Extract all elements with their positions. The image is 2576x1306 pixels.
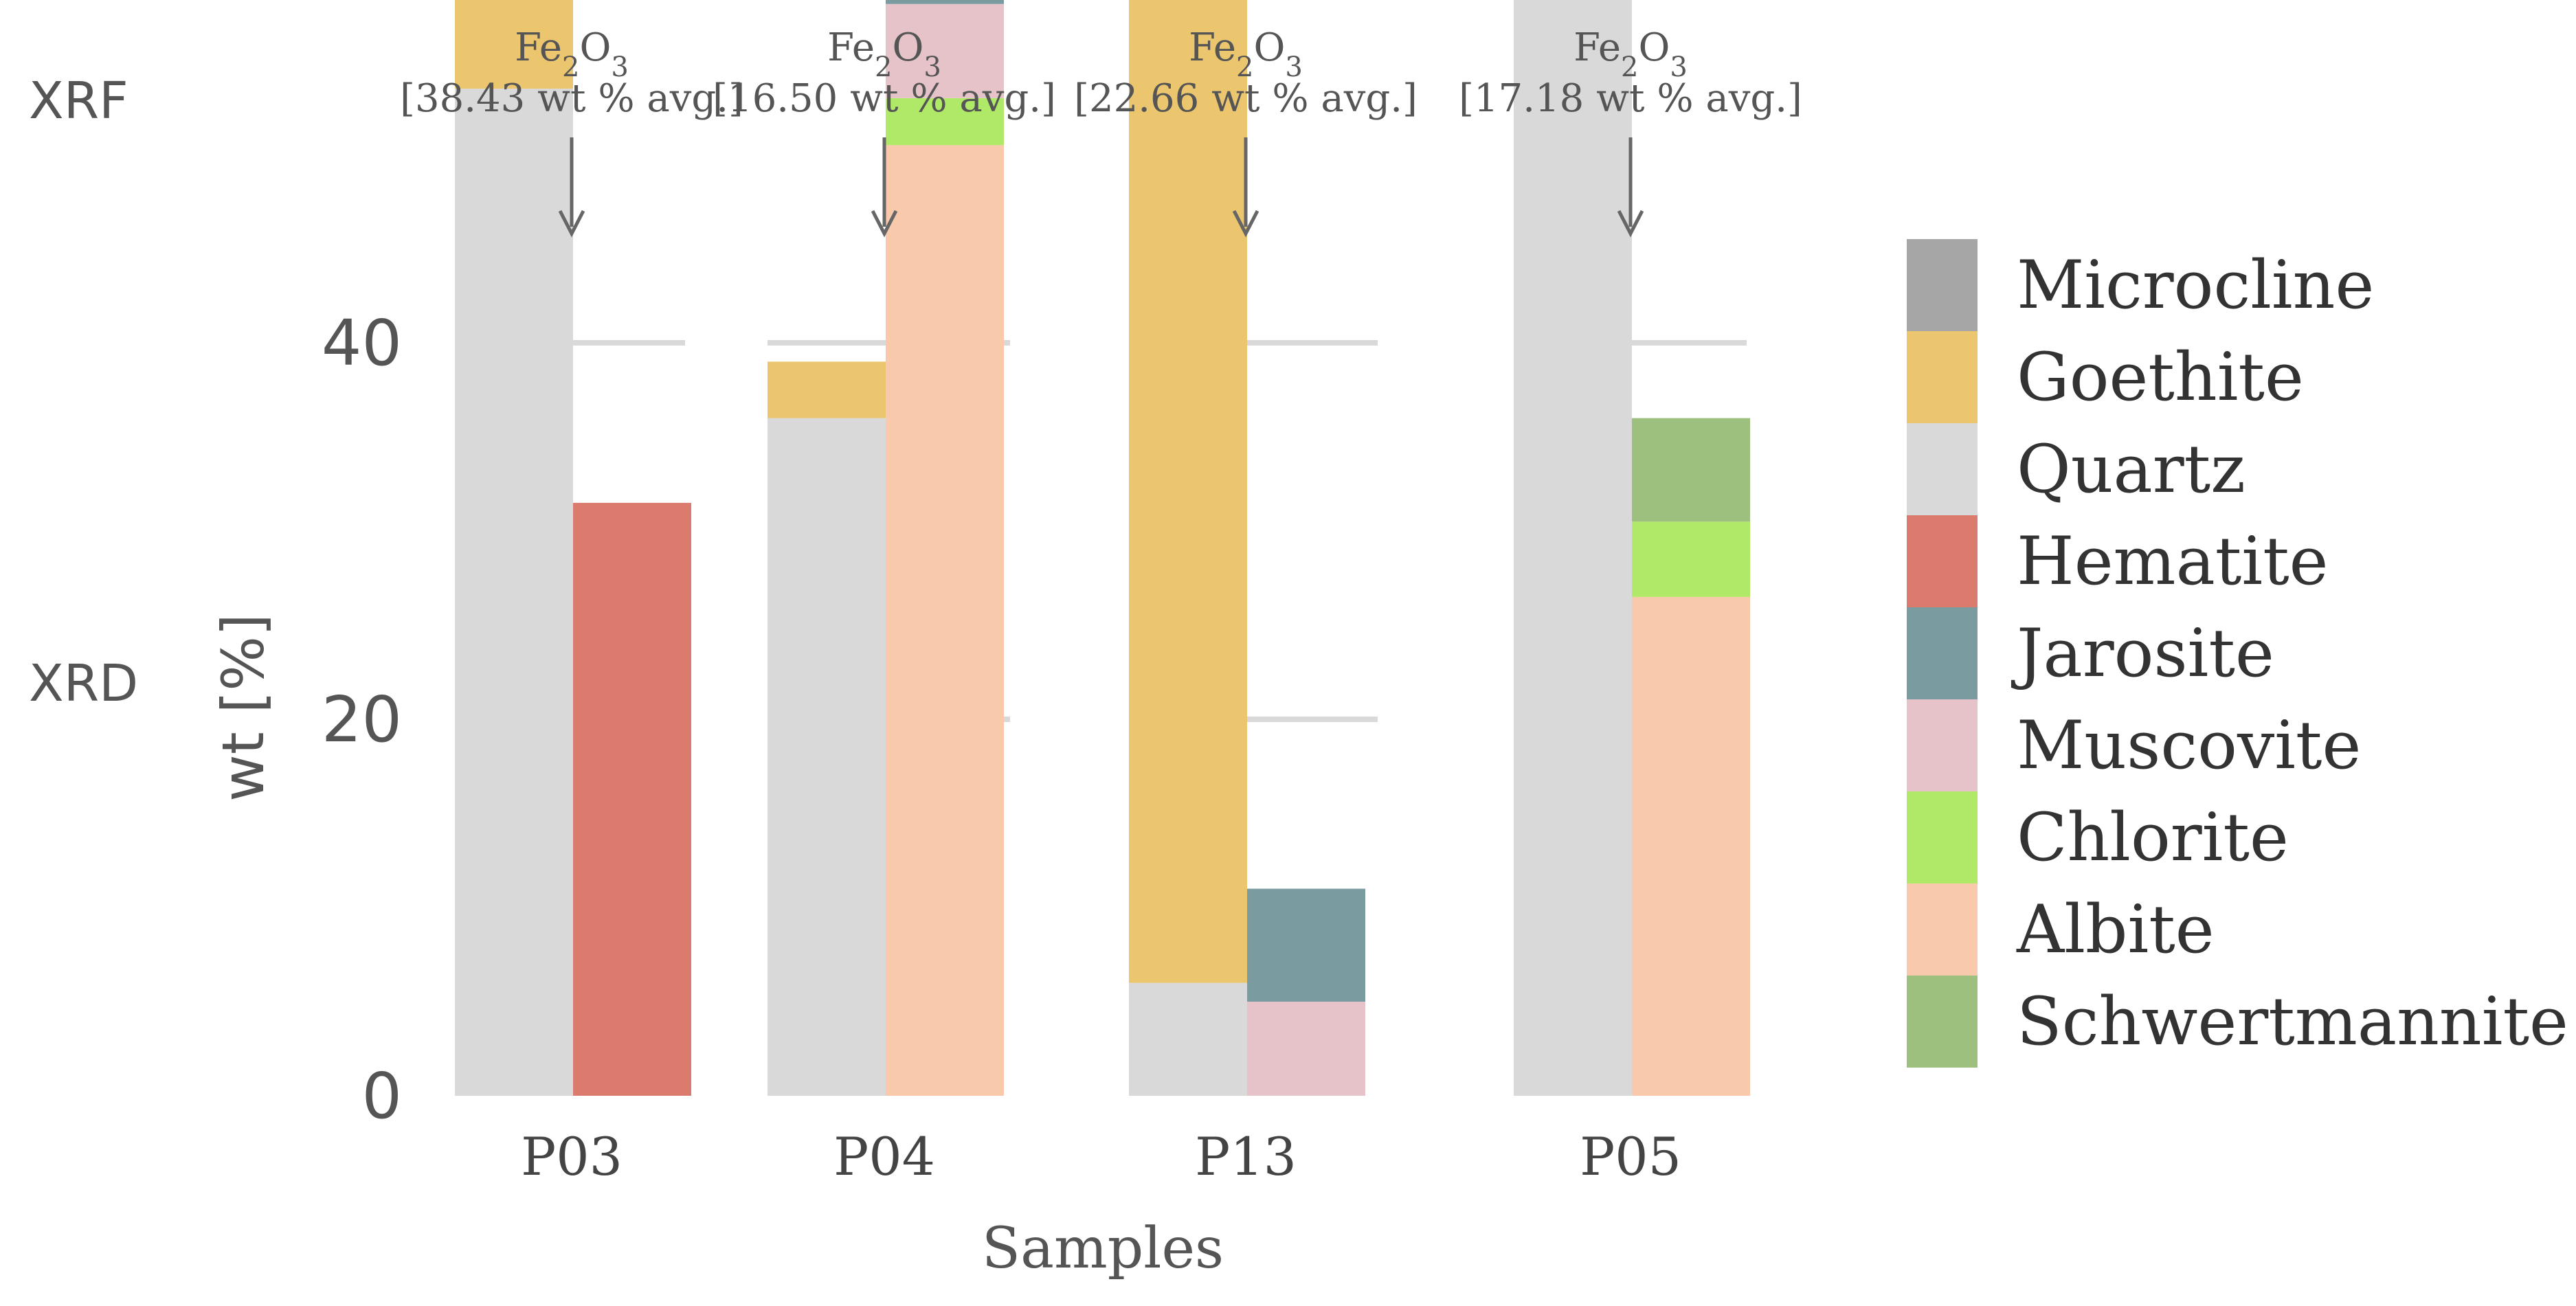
y-tick-label-60: 60 [322,0,402,3]
xrf-value-p03: [38.43 wt % avg.] [400,76,743,121]
legend-swatch-schwertmannite [1907,976,1978,1068]
bar-p05-right-schwertmannite [1632,418,1750,522]
y-axis-title: wt [%] [210,613,277,802]
sample-label-p03: P03 [521,1126,623,1187]
xrf-arrowhead-p13 [1232,210,1259,238]
xrf-value-p05: [17.18 wt % avg.] [1459,76,1802,121]
bar-p03-left-quartz [455,89,573,1096]
xrd-side-label: XRD [29,654,138,713]
sample-label-p13: P13 [1195,1126,1297,1187]
y-tick-label-20: 20 [322,683,402,756]
legend-label-muscovite: Muscovite [2017,707,2361,784]
bar-p04-right-muscovite [886,3,1004,98]
xrf-formula-p03: Fe2O3 [515,25,629,83]
xrf-formula-p04: Fe2O3 [827,25,941,83]
legend: Microcline Goethite Quartz Hematite Jarosite… [1907,239,2568,1068]
legend-label-chlorite: Chlorite [2017,799,2289,876]
xrf-value-p13: [22.66 wt % avg.] [1074,76,1418,121]
xrf-annotations: Fe2O3[38.43 wt % avg.]Fe2O3[16.50 wt % a… [400,25,1802,238]
legend-swatch-jarosite [1907,607,1978,699]
y-tick-label-40: 40 [322,306,402,380]
bar-p03-left-goethite [455,0,573,89]
bar-p05-right-chlorite [1632,521,1750,597]
bar-p04-left-quartz [768,418,886,1096]
legend-label-quartz: Quartz [2017,431,2245,508]
xrf-arrowhead-p04 [871,210,898,238]
legend-swatch-muscovite [1907,699,1978,791]
legend-label-schwertmannite: Schwertmannite [2017,983,2568,1060]
bar-p03-right-hematite [573,502,691,1096]
legend-swatch-goethite [1907,331,1978,423]
legend-label-albite: Albite [2016,891,2215,968]
xrf-value-p04: [16.50 wt % avg.] [713,76,1056,121]
bar-p13-right-jarosite [1247,888,1365,1002]
x-axis-title: Samples [982,1216,1224,1281]
sample-labels: P03 P04 P13 P05 [521,1126,1681,1187]
y-axis-ticks: 020406080 [322,0,402,1133]
bar-p05-right-albite [1632,596,1750,1096]
sample-label-p04: P04 [833,1126,935,1187]
xrf-formula-p05: Fe2O3 [1573,25,1688,83]
legend-swatch-albite [1907,883,1978,976]
legend-swatch-microcline [1907,239,1978,331]
legend-label-goethite: Goethite [2017,339,2304,416]
bar-p13-left-quartz [1129,982,1247,1096]
y-tick-label-0: 0 [361,1059,402,1133]
xrf-arrowhead-p05 [1617,210,1644,238]
xrf-arrowhead-p03 [558,210,585,238]
legend-swatch-chlorite [1907,791,1978,883]
xrf-side-label: XRF [29,71,128,131]
legend-label-hematite: Hematite [2017,523,2328,600]
sample-label-p05: P05 [1580,1126,1681,1187]
bar-p04-right-albite [886,145,1004,1096]
legend-swatch-quartz [1907,423,1978,515]
legend-label-jarosite: Jarosite [2011,615,2274,692]
bar-p04-left-goethite [768,361,886,418]
bar-p13-right-muscovite [1247,1002,1365,1096]
legend-label-microcline: Microcline [2017,247,2374,324]
bars [455,0,1750,1096]
bar-p05-left-quartz [1514,0,1632,1096]
xrf-formula-p13: Fe2O3 [1189,25,1303,83]
legend-swatch-hematite [1907,515,1978,607]
bar-p04-right-chlorite [886,98,1004,146]
bar-p04-right-jarosite [886,0,1004,4]
bar-p13-left-goethite [1129,0,1247,983]
